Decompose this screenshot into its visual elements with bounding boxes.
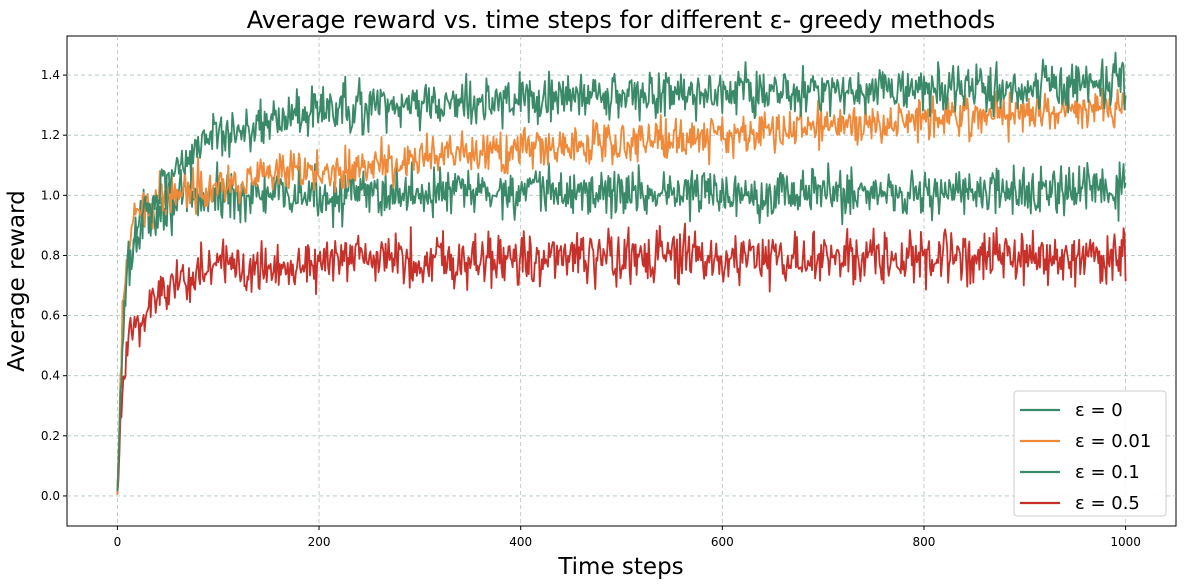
x-tick-label: 200 xyxy=(308,535,331,549)
legend-label-0: ε = 0 xyxy=(1075,400,1123,421)
y-tick-label: 0.0 xyxy=(41,489,60,503)
legend-label-3: ε = 0.5 xyxy=(1075,493,1140,514)
y-tick-label: 0.4 xyxy=(41,369,60,383)
legend-label-1: ε = 0.01 xyxy=(1075,431,1151,452)
y-tick-label: 1.2 xyxy=(41,128,60,142)
x-axis-label: Time steps xyxy=(557,554,683,580)
x-tick-label: 400 xyxy=(509,535,532,549)
legend-box xyxy=(1013,390,1167,517)
y-tick-label: 0.6 xyxy=(41,309,60,323)
x-tick-label: 600 xyxy=(711,535,734,549)
series-line-1 xyxy=(116,87,1127,495)
legend-label-2: ε = 0.1 xyxy=(1075,462,1140,483)
y-axis-label: Average reward xyxy=(4,190,30,371)
y-tick-label: 1.4 xyxy=(41,68,60,82)
series-line-3 xyxy=(116,222,1127,495)
y-tick-label: 0.8 xyxy=(41,248,60,262)
x-tick-label: 800 xyxy=(913,535,936,549)
series-line-2 xyxy=(116,51,1127,492)
y-tick-label: 0.2 xyxy=(41,429,60,443)
x-axis: 0 200 400 600 800 1000 xyxy=(114,526,1141,549)
x-tick-label: 1000 xyxy=(1110,535,1141,549)
series-layer xyxy=(116,51,1127,495)
y-axis: 0.0 0.2 0.4 0.6 0.8 1.0 1.2 1.4 xyxy=(41,68,67,503)
chart-title: Average reward vs. time steps for differ… xyxy=(247,6,996,34)
y-tick-label: 1.0 xyxy=(41,188,60,202)
x-tick-label: 0 xyxy=(114,535,122,549)
legend: ε = 0 ε = 0.01 ε = 0.1 ε = 0.5 xyxy=(1013,390,1167,517)
